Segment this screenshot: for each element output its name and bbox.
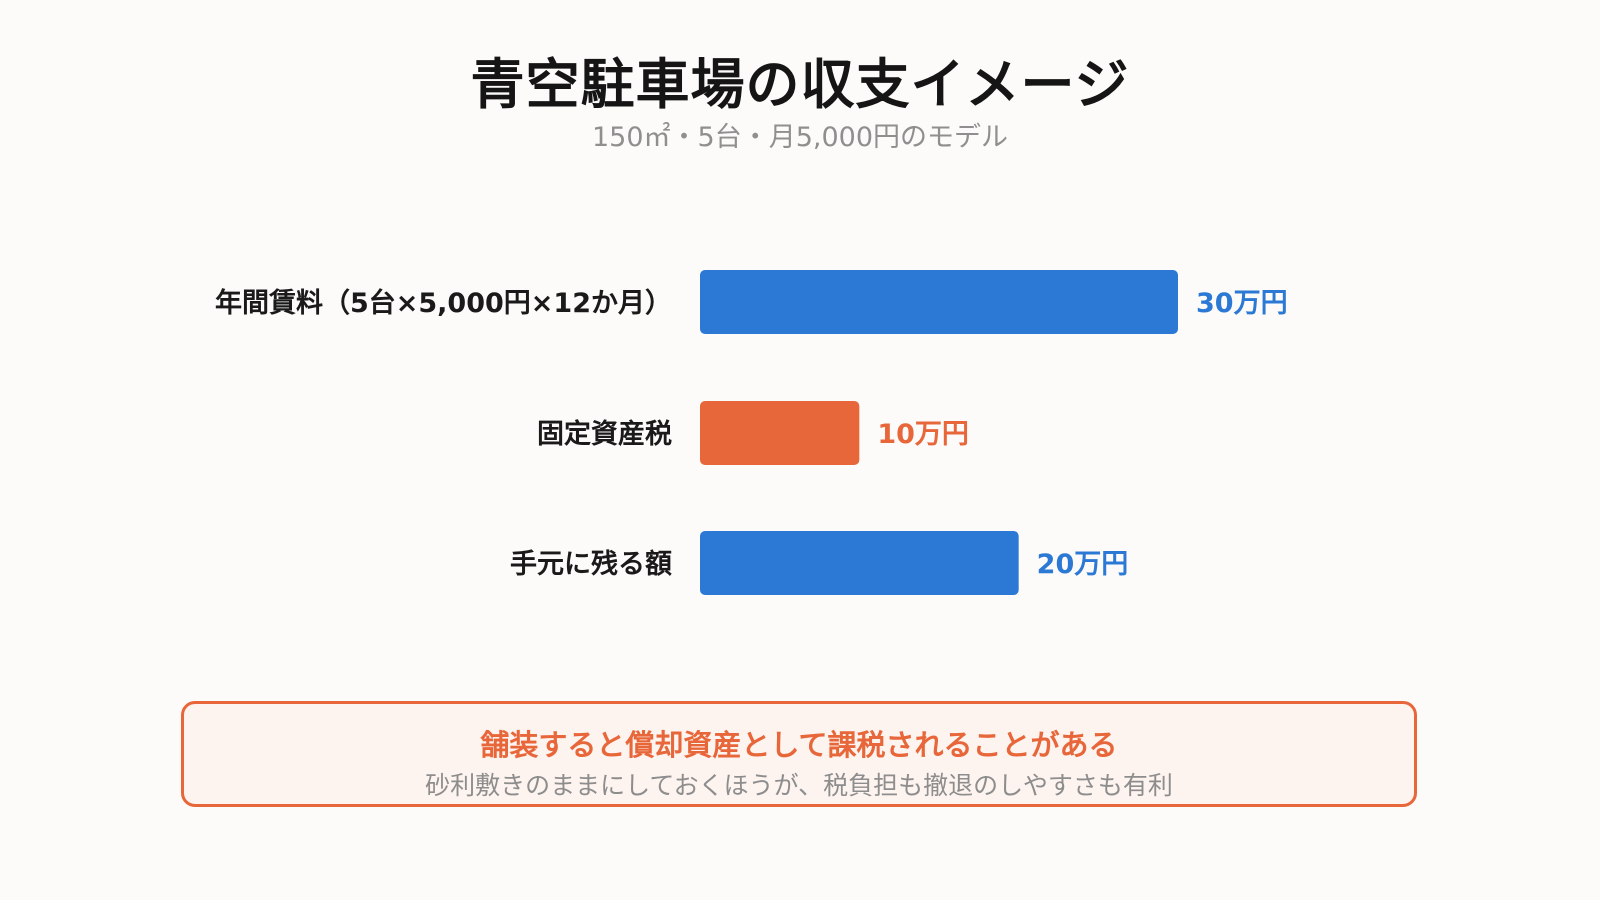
bar	[700, 531, 1019, 595]
category-label: 年間賃料（5台×5,000円×12か月）	[215, 287, 672, 319]
category-label: 手元に残る額	[510, 549, 672, 580]
bar	[700, 401, 860, 465]
note-box: 舗装すると償却資産として課税されることがある 砂利敷きのままにしておくほうが、税…	[181, 701, 1417, 807]
note-title: 舗装すると償却資産として課税されることがある	[480, 728, 1118, 762]
value-label: 20万円	[1037, 549, 1129, 580]
chart-title: 青空駐車場の収支イメージ	[470, 53, 1130, 116]
bar	[700, 270, 1178, 334]
value-label: 10万円	[877, 419, 969, 450]
note-text: 砂利敷きのままにしておくほうが、税負担も撤退のしやすさも有利	[425, 771, 1173, 800]
category-label: 固定資産税	[537, 418, 672, 450]
chart-subtitle: 150㎡・5台・月5,000円のモデル	[591, 122, 1008, 153]
value-label: 30万円	[1196, 288, 1288, 319]
